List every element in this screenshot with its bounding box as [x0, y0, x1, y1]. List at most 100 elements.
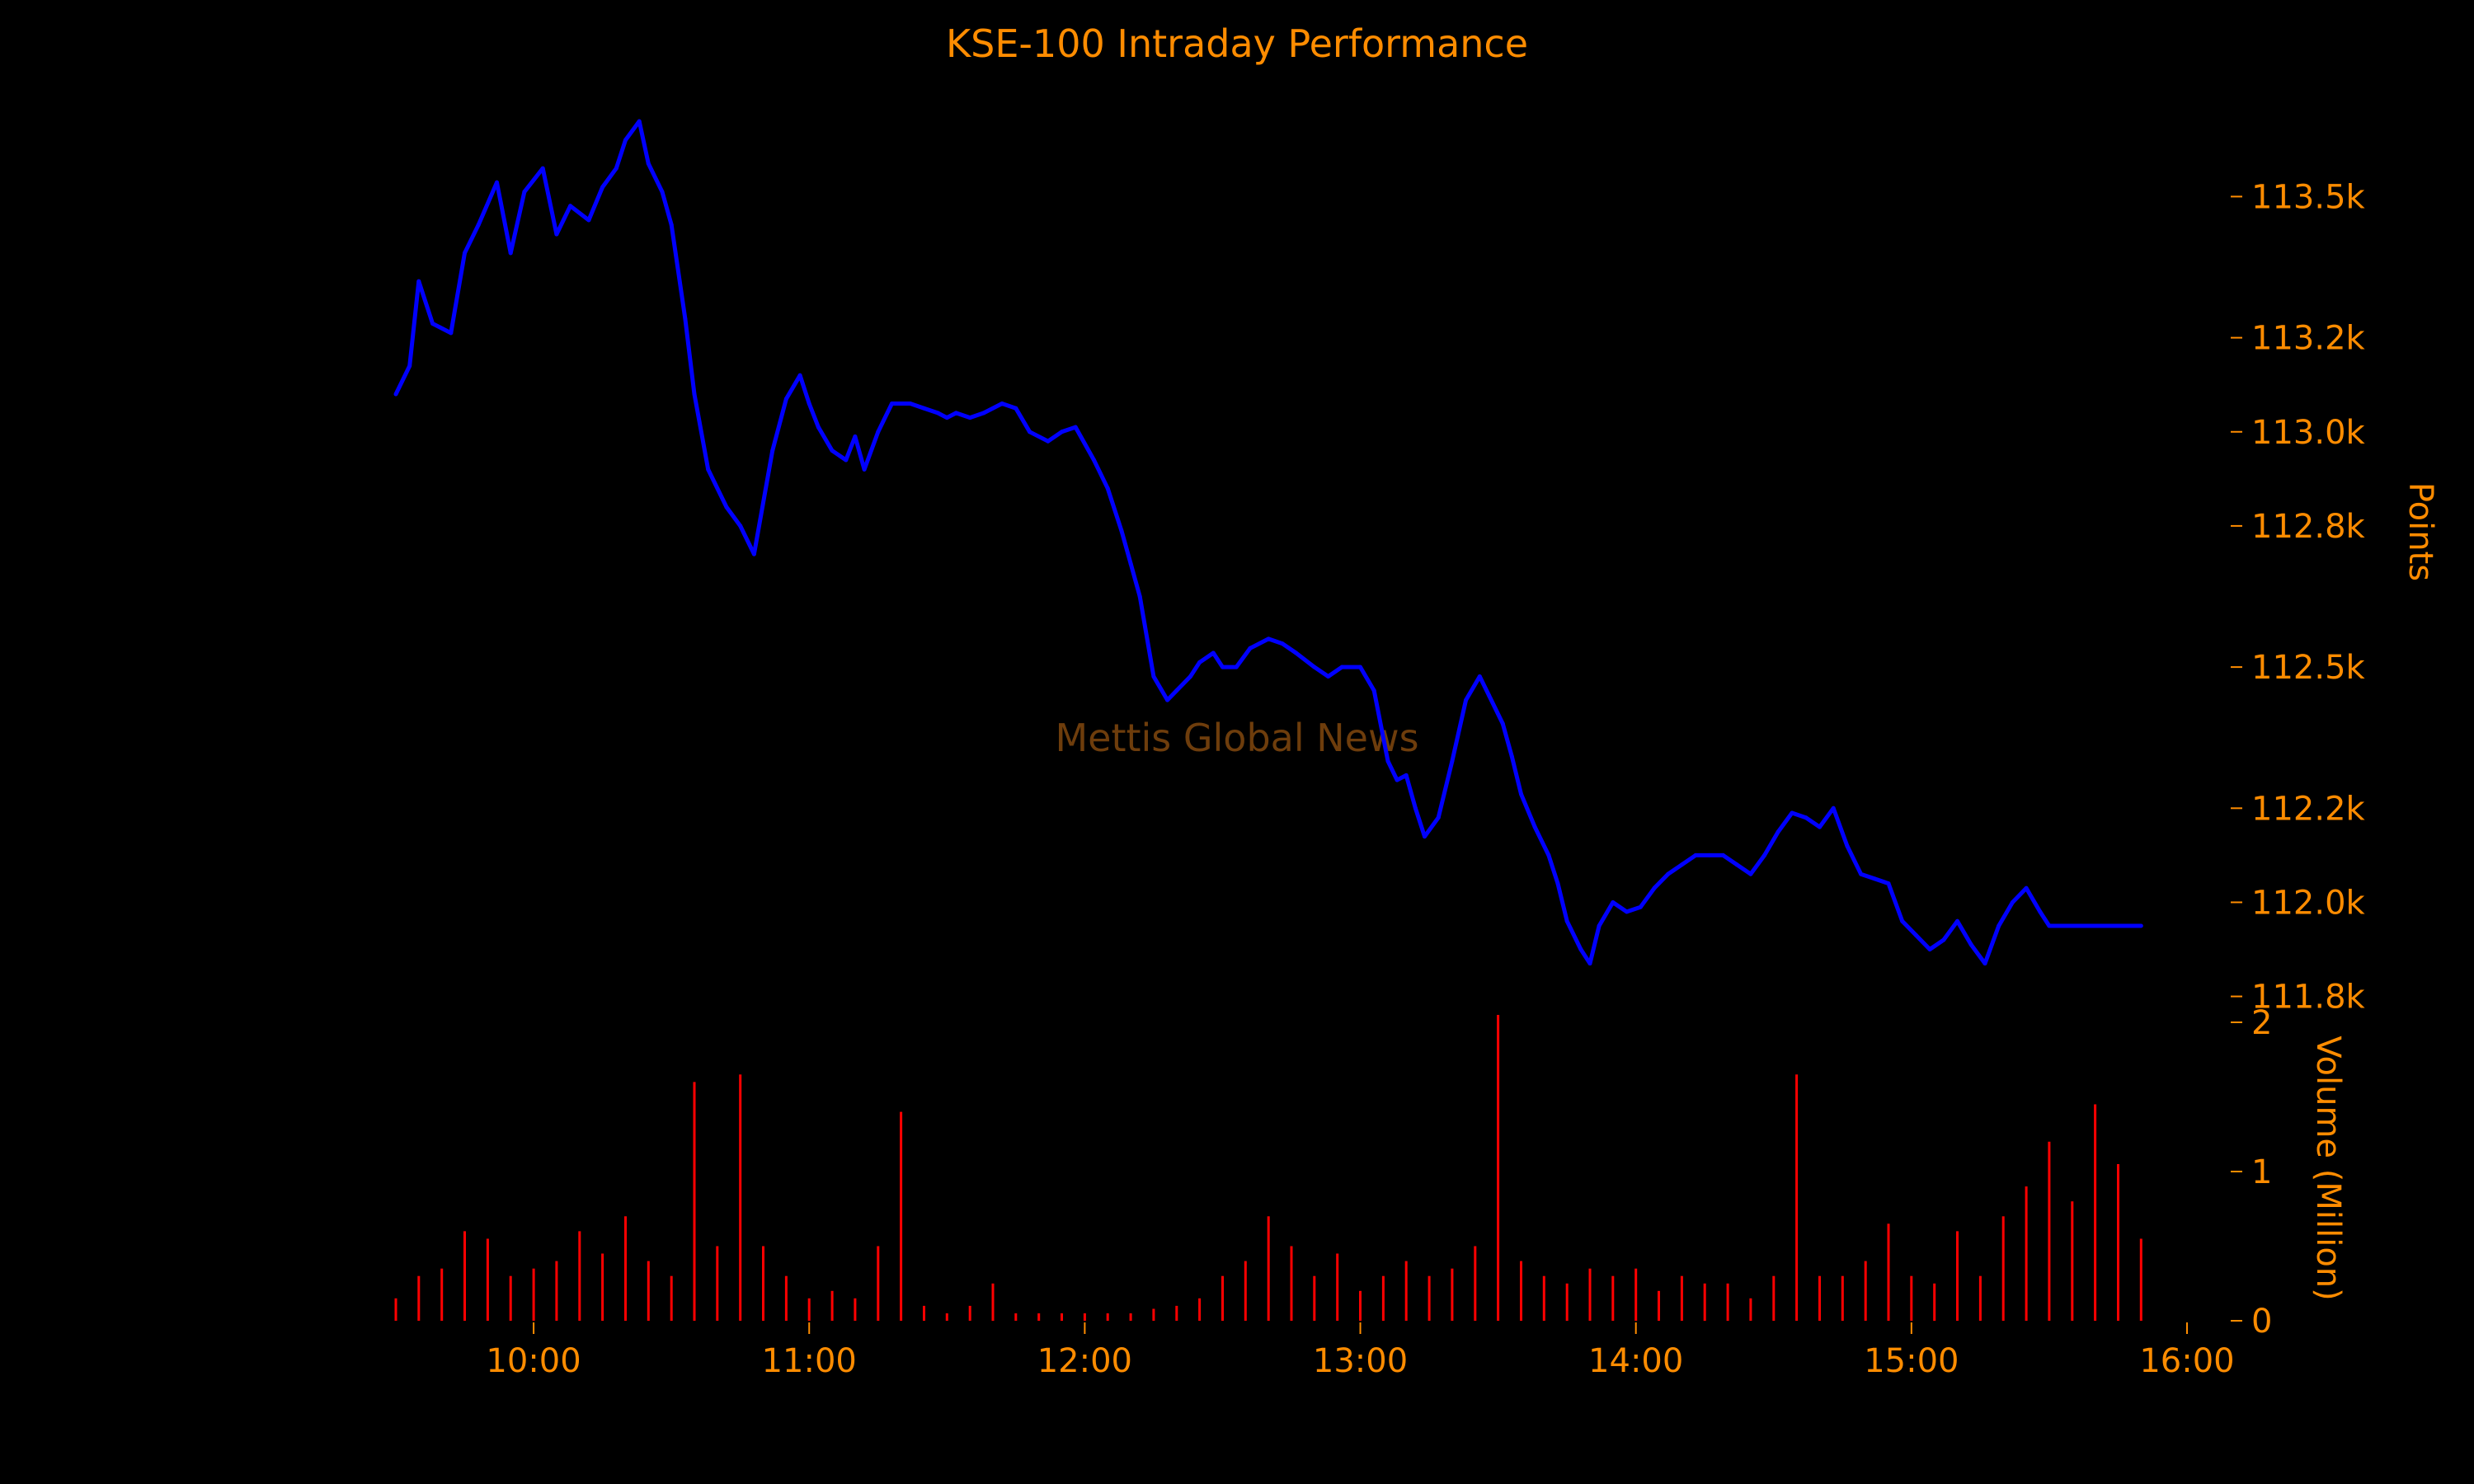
- volume-bar: [670, 1275, 673, 1321]
- price-point: [1423, 834, 1427, 839]
- price-point: [1014, 406, 1018, 411]
- volume-bar: [1818, 1275, 1821, 1321]
- volume-bar: [1244, 1261, 1247, 1321]
- price-point: [1105, 486, 1110, 491]
- price-point: [1555, 881, 1560, 886]
- price-point: [1859, 871, 1864, 876]
- price-point: [1790, 810, 1794, 815]
- volume-bar: [601, 1253, 604, 1321]
- price-point: [967, 416, 972, 420]
- price-point: [1165, 697, 1170, 702]
- price-point: [1234, 665, 1239, 669]
- volume-bar: [1061, 1313, 1063, 1321]
- price-point: [1404, 773, 1409, 777]
- volume-bar: [647, 1261, 650, 1321]
- volume-tick-label: 2: [2251, 1004, 2272, 1042]
- price-point: [1073, 425, 1078, 430]
- price-point: [1886, 881, 1891, 886]
- price-point: [1818, 824, 1822, 829]
- volume-bar: [1037, 1313, 1041, 1321]
- price-point: [637, 119, 642, 124]
- price-point: [2024, 885, 2029, 890]
- volume-bar: [1680, 1275, 1683, 1321]
- price-point: [1955, 918, 1959, 923]
- price-point: [1464, 697, 1469, 702]
- price-point: [1188, 674, 1192, 679]
- price-point: [1487, 693, 1491, 697]
- price-series: [393, 119, 2143, 966]
- volume-bar: [2139, 1238, 2142, 1321]
- price-point: [1652, 885, 1657, 890]
- price-point: [1137, 594, 1142, 599]
- price-point: [554, 232, 559, 237]
- time-tick-label: 10:00: [486, 1342, 581, 1380]
- volume-bar: [1726, 1283, 1729, 1322]
- price-point: [1119, 528, 1124, 533]
- volume-bar: [1588, 1268, 1592, 1321]
- volume-bar: [2025, 1186, 2028, 1321]
- price-point: [1587, 961, 1592, 966]
- price-point: [844, 458, 849, 463]
- time-tick-label: 14:00: [1588, 1342, 1683, 1380]
- volume-bar: [1106, 1313, 1109, 1321]
- price-tick-label: 113.0k: [2251, 414, 2366, 452]
- volume-bar: [1497, 1015, 1500, 1321]
- volume-bar: [1772, 1275, 1776, 1321]
- price-point: [738, 524, 743, 528]
- price-point: [2138, 923, 2143, 928]
- price-point: [1060, 430, 1064, 434]
- price-point: [1941, 937, 1946, 942]
- price-point: [1776, 829, 1780, 834]
- volume-bar: [1658, 1290, 1660, 1321]
- volume-bar: [923, 1305, 925, 1321]
- price-point: [614, 166, 618, 171]
- time-tick-label: 11:00: [762, 1342, 857, 1380]
- volume-bar: [830, 1290, 834, 1321]
- price-point: [1294, 650, 1299, 655]
- price-point: [430, 322, 435, 326]
- volume-bar: [1611, 1275, 1615, 1321]
- price-point: [1982, 961, 1987, 966]
- price-tick-label: 112.0k: [2251, 884, 2366, 922]
- volume-bar: [693, 1082, 696, 1321]
- volume-bar: [463, 1231, 466, 1321]
- price-point: [1611, 900, 1616, 904]
- volume-bar: [854, 1298, 857, 1321]
- price-point: [463, 251, 467, 256]
- price-point: [1046, 439, 1051, 444]
- price-point: [1532, 824, 1537, 829]
- volume-bar: [1978, 1275, 1982, 1321]
- price-point: [1831, 805, 1836, 810]
- price-point: [1028, 430, 1032, 434]
- volume-bar: [1933, 1283, 1936, 1322]
- price-point: [944, 416, 949, 420]
- volume-bar: [1129, 1313, 1132, 1321]
- volume-bar: [1336, 1253, 1339, 1321]
- price-point: [1519, 791, 1523, 796]
- price-point: [706, 467, 711, 472]
- price-point: [495, 180, 499, 185]
- volume-bar: [1565, 1283, 1569, 1322]
- volume-bar: [2001, 1216, 2005, 1321]
- volume-bar: [739, 1074, 742, 1321]
- time-tick-label: 16:00: [2139, 1342, 2234, 1380]
- price-point: [568, 204, 573, 209]
- price-point: [1721, 852, 1725, 857]
- volume-bars: [394, 1015, 2142, 1322]
- volume-bar: [2117, 1164, 2119, 1321]
- volume-bar: [1887, 1223, 1890, 1321]
- price-point: [1564, 918, 1569, 923]
- price-tick-label: 113.2k: [2251, 320, 2366, 358]
- volume-bar: [1520, 1261, 1522, 1321]
- price-tick-label: 112.8k: [2251, 508, 2366, 546]
- price-point: [908, 402, 913, 406]
- price-point: [890, 402, 894, 406]
- volume-bar: [1267, 1216, 1270, 1321]
- price-point: [1597, 923, 1602, 928]
- price-point: [1312, 665, 1317, 669]
- time-tick-label: 13:00: [1313, 1342, 1408, 1380]
- volume-bar: [2048, 1141, 2051, 1321]
- price-point: [393, 392, 398, 397]
- volume-bar: [1910, 1275, 1913, 1321]
- price-point: [646, 162, 651, 166]
